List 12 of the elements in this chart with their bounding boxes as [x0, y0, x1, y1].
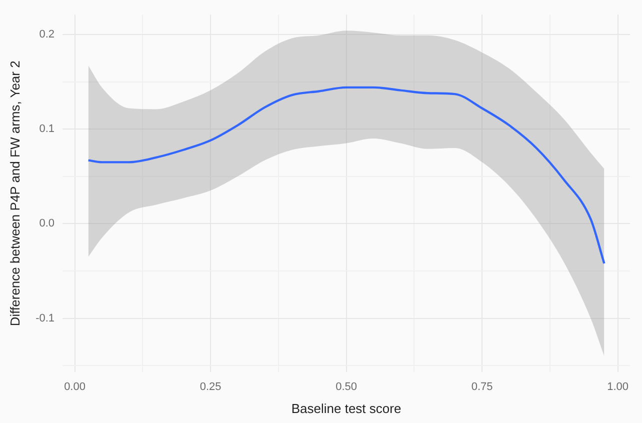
y-tick-label: 0.1: [39, 123, 55, 136]
y-tick-label: 0.0: [39, 218, 55, 230]
y-tick-label: -0.1: [36, 312, 55, 324]
x-tick-label: 0.25: [200, 380, 222, 393]
x-axis-title: Baseline test score: [291, 400, 402, 416]
line-series: [87, 86, 606, 265]
x-tick-label: 0.00: [64, 380, 86, 393]
x-tick-label: 1.00: [607, 380, 628, 393]
x-tick-label: 0.75: [471, 380, 493, 393]
y-tick-label: 0.2: [39, 28, 55, 40]
y-axis-title: Difference between P4P and FW arms, Year 2: [7, 60, 22, 326]
x-tick-label: 0.50: [336, 380, 357, 393]
